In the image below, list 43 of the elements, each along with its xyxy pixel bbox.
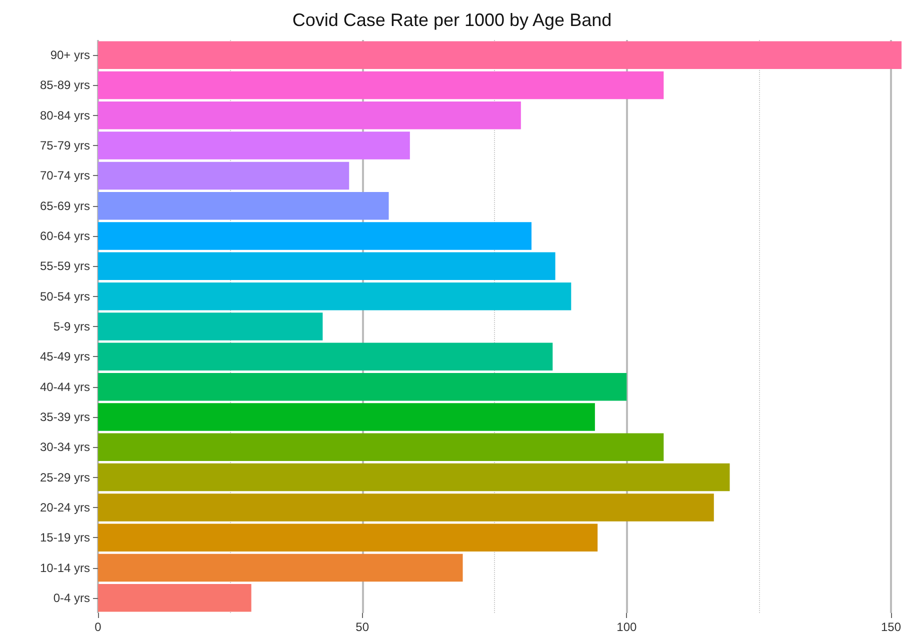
y-tick-label: 90+ yrs [50, 48, 90, 62]
y-tick-label: 70-74 yrs [40, 168, 90, 183]
bar [98, 584, 252, 612]
y-tick-label: 5-9 yrs [53, 320, 90, 334]
bar [98, 433, 664, 462]
y-tick-label: 80-84 yrs [40, 108, 90, 122]
bar [98, 132, 410, 160]
bar [98, 372, 627, 401]
y-tick-label: 60-64 yrs [40, 229, 90, 244]
y-tick-label: 15-19 yrs [40, 530, 90, 545]
y-tick-label: 40-44 yrs [40, 380, 90, 394]
bar [98, 41, 902, 69]
bar [98, 554, 463, 582]
x-tick-label: 100 [616, 620, 637, 634]
y-tick-label: 75-79 yrs [40, 138, 90, 153]
bar [98, 252, 556, 280]
bar [98, 71, 664, 100]
bar [98, 403, 595, 431]
bar [98, 463, 730, 492]
bar [98, 192, 389, 220]
y-tick-label: 30-34 yrs [40, 440, 90, 454]
y-tick-label: 45-49 yrs [40, 350, 90, 364]
y-tick-label: 55-59 yrs [40, 259, 90, 274]
bar [98, 162, 350, 190]
chart-title: Covid Case Rate per 1000 by Age Band [292, 10, 612, 30]
y-tick-label: 50-54 yrs [40, 289, 90, 304]
y-tick-label: 20-24 yrs [40, 500, 90, 514]
bar [98, 222, 532, 250]
bar [98, 282, 572, 310]
y-tick-label: 10-14 yrs [40, 560, 90, 575]
y-tick-label: 85-89 yrs [40, 78, 90, 92]
bar [98, 494, 714, 522]
y-tick-label: 25-29 yrs [40, 470, 90, 484]
bar [98, 102, 521, 130]
bar [98, 342, 553, 371]
y-tick-label: 65-69 yrs [40, 198, 90, 213]
y-tick-label: 35-39 yrs [40, 410, 90, 424]
bar [98, 312, 323, 340]
x-tick-label: 50 [356, 620, 370, 634]
x-tick-label: 0 [94, 620, 102, 634]
y-tick-label: 0-4 yrs [53, 590, 90, 605]
bar [98, 524, 598, 552]
x-tick-label: 150 [880, 620, 902, 634]
